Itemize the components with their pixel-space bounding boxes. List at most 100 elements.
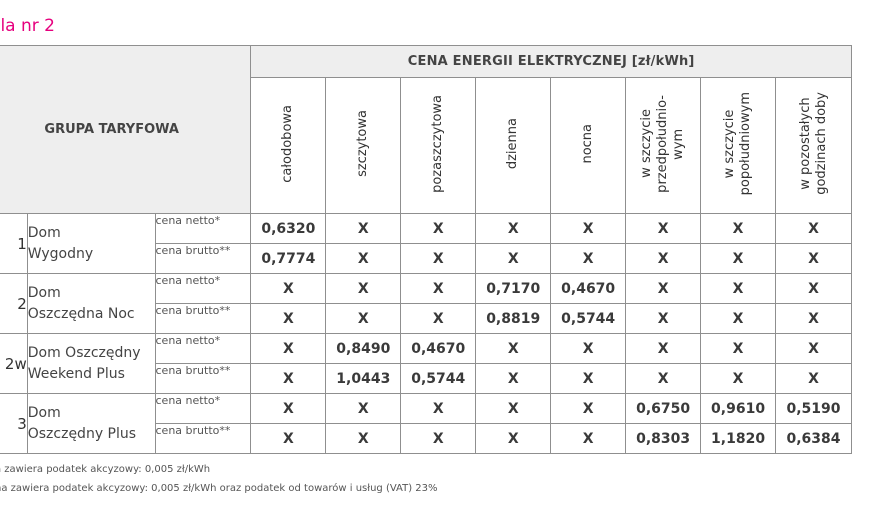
price-cell: X — [550, 213, 627, 244]
energy-price-header: CENA ENERGII ELEKTRYCZNEJ [zł/kWh] — [250, 45, 852, 78]
price-cell: X — [625, 243, 702, 274]
table-row: cena brutto** X 1,0443 0,5744 X X X X X — [0, 363, 852, 394]
table-row: 2w Dom Oszczędny Weekend Plus cena netto* X… — [0, 333, 852, 394]
price-cell: 0,4670 — [400, 333, 477, 364]
footnote-gross: na zawiera podatek akcyzowy: 0,005 zł/kW… — [0, 483, 438, 494]
price-cell: X — [625, 363, 702, 394]
column-header-afternoon-peak: w szczycie popołudniowym — [700, 77, 777, 214]
price-cell: X — [700, 333, 777, 364]
table-row: cena brutto** X X X 0,8819 0,5744 X X X — [0, 303, 852, 334]
price-cell: 0,8819 — [475, 303, 552, 334]
column-header-off-peak: pozaszczytowa — [400, 77, 477, 214]
price-cell: X — [325, 303, 402, 334]
price-cell: X — [250, 273, 327, 304]
price-cell: 0,6750 — [625, 393, 702, 424]
price-type-label: cena brutto** — [154, 363, 252, 394]
price-cell: X — [775, 363, 852, 394]
price-cell: X — [400, 273, 477, 304]
table-row: cena brutto** X X X X X 0,8303 1,1820 0,6384 — [0, 423, 852, 454]
price-cell: X — [475, 243, 552, 274]
column-header-other-hours: w pozostałych godzinach doby — [775, 77, 852, 214]
price-cell: X — [700, 213, 777, 244]
price-cell: X — [775, 213, 852, 244]
price-cell: 0,8490 — [325, 333, 402, 364]
price-cell: 0,4670 — [550, 273, 627, 304]
price-cell: X — [625, 333, 702, 364]
table-row: 2 Dom Oszczędna Noc cena netto* X X X 0,7170 0,… — [0, 273, 852, 334]
price-cell: 0,5744 — [400, 363, 477, 394]
tariff-price-table: GRUPA TARYFOWA CENA ENERGII ELEKTRYCZNEJ… — [0, 45, 852, 454]
price-type-label: cena netto* — [154, 213, 252, 244]
footnote-net: a zawiera podatek akcyzowy: 0,005 zł/kWh — [0, 464, 211, 475]
price-cell: X — [400, 213, 477, 244]
tariff-group-header: GRUPA TARYFOWA — [0, 45, 252, 214]
price-cell: X — [775, 333, 852, 364]
price-cell: X — [475, 423, 552, 454]
price-cell: X — [250, 393, 327, 424]
column-header-day: dzienna — [475, 77, 552, 214]
price-cell: X — [625, 303, 702, 334]
price-cell: X — [325, 423, 402, 454]
price-cell: X — [250, 363, 327, 394]
price-cell: X — [550, 243, 627, 274]
price-cell: X — [775, 243, 852, 274]
price-cell: 0,8303 — [625, 423, 702, 454]
tariff-group-code: 1 — [0, 213, 28, 274]
price-cell: 0,7170 — [475, 273, 552, 304]
column-header-morning-peak: w szczycie przedpołudnio- wym — [625, 77, 702, 214]
tariff-group-name: Dom Oszczędny Plus — [26, 393, 156, 454]
price-cell: X — [700, 303, 777, 334]
price-cell: X — [700, 243, 777, 274]
column-header-all-day: całodobowa — [250, 77, 327, 214]
price-type-label: cena netto* — [154, 333, 252, 364]
price-cell: X — [325, 243, 402, 274]
price-cell: 0,5744 — [550, 303, 627, 334]
tariff-group-code: 3 — [0, 393, 28, 454]
price-type-label: cena brutto** — [154, 303, 252, 334]
price-cell: 0,5190 — [775, 393, 852, 424]
tariff-group-name: Dom Oszczędna Noc — [26, 273, 156, 334]
price-type-label: cena brutto** — [154, 423, 252, 454]
price-cell: X — [775, 303, 852, 334]
table-row: 3 Dom Oszczędny Plus cena netto* X X X X X 0,675… — [0, 393, 852, 454]
price-cell: 0,6384 — [775, 423, 852, 454]
price-cell: X — [550, 333, 627, 364]
price-cell: X — [400, 303, 477, 334]
column-header-night: nocna — [550, 77, 627, 214]
price-cell: X — [475, 363, 552, 394]
price-cell: X — [625, 273, 702, 304]
tariff-group-code: 2w — [0, 333, 28, 394]
price-cell: X — [700, 363, 777, 394]
table-row: cena brutto** 0,7774 X X X X X X X — [0, 243, 852, 274]
price-cell: X — [475, 393, 552, 424]
price-cell: X — [325, 213, 402, 244]
price-cell: X — [700, 273, 777, 304]
tariff-group-code: 2 — [0, 273, 28, 334]
price-cell: 0,7774 — [250, 243, 327, 274]
price-cell: X — [250, 303, 327, 334]
tariff-group-name: Dom Oszczędny Weekend Plus — [26, 333, 156, 394]
price-cell: X — [400, 243, 477, 274]
price-cell: 0,9610 — [700, 393, 777, 424]
price-cell: X — [475, 213, 552, 244]
price-cell: X — [625, 213, 702, 244]
price-cell: X — [325, 393, 402, 424]
price-cell: X — [550, 363, 627, 394]
table-caption: ela nr 2 — [0, 16, 55, 36]
price-cell: X — [400, 423, 477, 454]
price-type-label: cena brutto** — [154, 243, 252, 274]
price-type-label: cena netto* — [154, 393, 252, 424]
price-cell: X — [550, 393, 627, 424]
column-header-peak: szczytowa — [325, 77, 402, 214]
price-cell: X — [250, 423, 327, 454]
price-cell: 1,0443 — [325, 363, 402, 394]
price-cell: X — [775, 273, 852, 304]
price-type-label: cena netto* — [154, 273, 252, 304]
price-cell: X — [475, 333, 552, 364]
price-cell: X — [550, 423, 627, 454]
table-row: 1 Dom Wygodny cena netto* 0,6320 X X X X X X X — [0, 213, 852, 274]
price-cell: X — [325, 273, 402, 304]
price-cell: X — [250, 333, 327, 364]
tariff-group-name: Dom Wygodny — [26, 213, 156, 274]
